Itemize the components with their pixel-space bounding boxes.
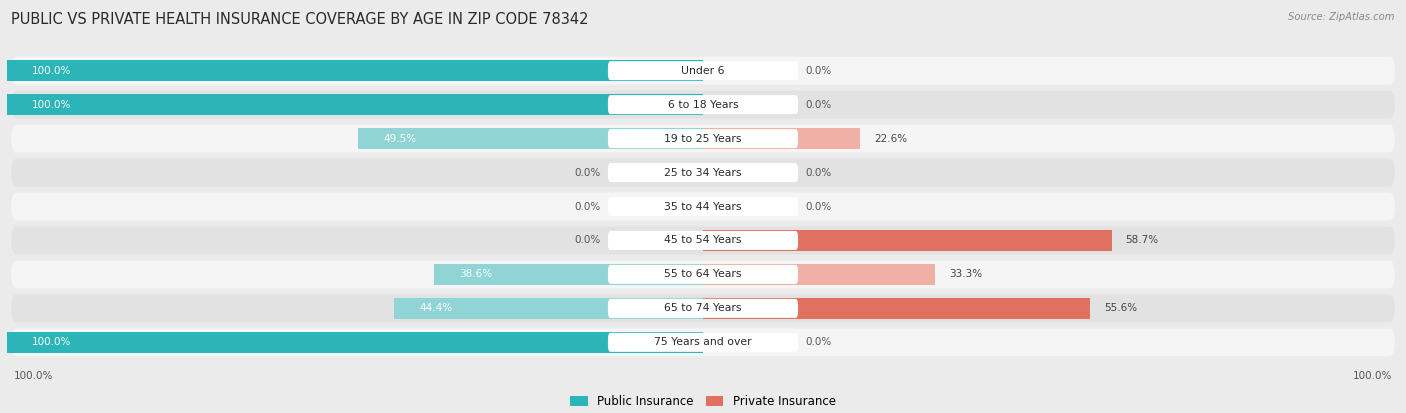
Bar: [703, 128, 860, 149]
Legend: Public Insurance, Private Insurance: Public Insurance, Private Insurance: [571, 395, 835, 408]
Text: 75 Years and over: 75 Years and over: [654, 337, 752, 347]
FancyBboxPatch shape: [11, 227, 1395, 254]
Text: 0.0%: 0.0%: [806, 337, 831, 347]
Bar: [703, 264, 935, 285]
Text: 0.0%: 0.0%: [806, 66, 831, 76]
FancyBboxPatch shape: [11, 159, 1395, 186]
Text: 6 to 18 Years: 6 to 18 Years: [668, 100, 738, 109]
FancyBboxPatch shape: [607, 163, 799, 182]
Text: 45 to 54 Years: 45 to 54 Years: [664, 235, 742, 245]
Text: 0.0%: 0.0%: [575, 168, 600, 178]
FancyBboxPatch shape: [11, 261, 1395, 288]
FancyBboxPatch shape: [607, 129, 799, 148]
Bar: [7, 60, 703, 81]
FancyBboxPatch shape: [607, 231, 799, 250]
Text: Source: ZipAtlas.com: Source: ZipAtlas.com: [1288, 12, 1395, 22]
FancyBboxPatch shape: [607, 61, 799, 80]
FancyBboxPatch shape: [11, 91, 1395, 119]
Text: 0.0%: 0.0%: [806, 100, 831, 109]
FancyBboxPatch shape: [11, 294, 1395, 322]
Text: 0.0%: 0.0%: [575, 202, 600, 211]
Text: 100.0%: 100.0%: [32, 66, 72, 76]
FancyBboxPatch shape: [607, 95, 799, 114]
Text: 100.0%: 100.0%: [14, 371, 53, 381]
Bar: [703, 230, 1112, 251]
Text: 49.5%: 49.5%: [384, 133, 416, 144]
Text: Under 6: Under 6: [682, 66, 724, 76]
Text: 22.6%: 22.6%: [875, 133, 907, 144]
FancyBboxPatch shape: [11, 125, 1395, 152]
Text: 33.3%: 33.3%: [949, 269, 981, 280]
FancyBboxPatch shape: [11, 57, 1395, 85]
Text: 55.6%: 55.6%: [1104, 304, 1137, 313]
Text: 19 to 25 Years: 19 to 25 Years: [664, 133, 742, 144]
Bar: [7, 332, 703, 353]
FancyBboxPatch shape: [607, 265, 799, 284]
Text: 25 to 34 Years: 25 to 34 Years: [664, 168, 742, 178]
FancyBboxPatch shape: [607, 197, 799, 216]
Text: 0.0%: 0.0%: [806, 168, 831, 178]
Text: PUBLIC VS PRIVATE HEALTH INSURANCE COVERAGE BY AGE IN ZIP CODE 78342: PUBLIC VS PRIVATE HEALTH INSURANCE COVER…: [11, 12, 589, 27]
Text: 0.0%: 0.0%: [806, 202, 831, 211]
Bar: [394, 298, 703, 319]
FancyBboxPatch shape: [607, 333, 799, 352]
Text: 44.4%: 44.4%: [419, 304, 453, 313]
Text: 0.0%: 0.0%: [575, 235, 600, 245]
Text: 38.6%: 38.6%: [460, 269, 492, 280]
FancyBboxPatch shape: [607, 299, 799, 318]
Text: 100.0%: 100.0%: [1353, 371, 1392, 381]
Text: 65 to 74 Years: 65 to 74 Years: [664, 304, 742, 313]
Text: 55 to 64 Years: 55 to 64 Years: [664, 269, 742, 280]
Text: 100.0%: 100.0%: [32, 100, 72, 109]
Text: 35 to 44 Years: 35 to 44 Years: [664, 202, 742, 211]
FancyBboxPatch shape: [11, 328, 1395, 356]
Text: 58.7%: 58.7%: [1125, 235, 1159, 245]
Bar: [7, 94, 703, 115]
Bar: [703, 298, 1090, 319]
Bar: [434, 264, 703, 285]
FancyBboxPatch shape: [11, 192, 1395, 221]
Bar: [359, 128, 703, 149]
Text: 100.0%: 100.0%: [32, 337, 72, 347]
